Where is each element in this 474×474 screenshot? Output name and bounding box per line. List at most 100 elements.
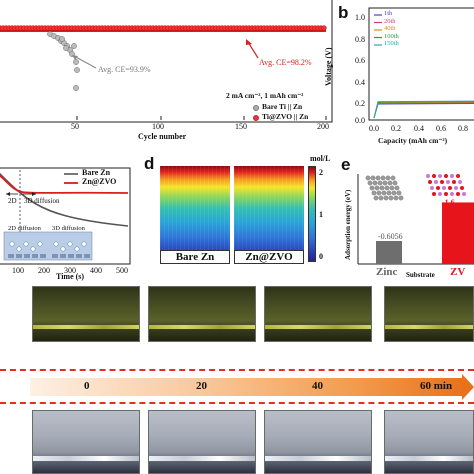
panel-c-xtick-400: 400 [90, 266, 102, 275]
zinc-atom [379, 185, 385, 191]
bare-zn-curve [0, 172, 129, 227]
zvo-atom [450, 174, 454, 178]
photo-bare-60 [384, 286, 474, 342]
timeline-label-0: 0 [84, 380, 90, 392]
panel-c: Bare Zn Zn@ZVO 2D 3D diffusion 2D diffus… [0, 152, 150, 281]
zvo-atom [454, 186, 458, 190]
bare-ce-arrow [73, 55, 97, 69]
photo-bare-40 [264, 286, 372, 342]
zvo-ce-points [0, 25, 327, 31]
dashed-divider-bottom [0, 402, 474, 404]
zvo-atom [430, 186, 434, 190]
panel-c-xlabel: Time (s) [56, 272, 85, 281]
panel-b-letter: b [338, 3, 349, 22]
zvo-atom [432, 192, 436, 196]
legend-zvo-label-c: Zn@ZVO [82, 177, 117, 186]
ion-dot [53, 241, 59, 247]
zvo-atom [444, 192, 448, 196]
panel-b-ytick-2: 0.8 [355, 35, 365, 44]
legend-label: 1th [384, 10, 393, 17]
bar-zvo [442, 202, 474, 264]
panel-a-xtick-50: 50 [71, 122, 79, 131]
ion-dot [9, 241, 15, 247]
heatmap-bare-zn [160, 166, 230, 262]
photo-bare-20 [148, 286, 256, 342]
timeline-label-60: 60 min [420, 380, 453, 392]
panel-a-xtick-150: 150 [235, 122, 247, 131]
panel-c-plot [0, 167, 131, 265]
panel-b-xtick-3: 0.4 [414, 124, 424, 133]
zinc-atom [393, 195, 399, 201]
surface-atom [40, 254, 46, 258]
bar-zinc-value: -0.6056 [378, 232, 403, 241]
surface-atom [60, 254, 66, 258]
ion-dot [23, 241, 29, 247]
bare-ce-point [59, 36, 65, 42]
panel-b-xtick-4: 0.6 [436, 124, 446, 133]
panel-b-xtick-2: 0.2 [391, 124, 401, 133]
zinc-atom [383, 195, 389, 201]
zvo-ce-arrow [247, 41, 259, 59]
panel-b-ytick-5: 0.2 [355, 99, 365, 108]
zvo-atom [448, 186, 452, 190]
legend-zvo-label: Ti@ZVO || Zn [262, 112, 309, 121]
panel-a-condition: 2 mA cm⁻², 1 mAh cm⁻² [226, 91, 304, 100]
zinc-atom [386, 190, 392, 196]
surface-atom [8, 254, 14, 258]
panel-d-letter: d [144, 154, 155, 173]
panel-c-xtick-200: 200 [38, 266, 50, 275]
zvo-atom [458, 180, 462, 184]
zinc-atom [387, 180, 393, 186]
ion-dot [60, 246, 66, 252]
timeline-label-20: 20 [196, 380, 207, 392]
surface-atom [84, 254, 90, 258]
panel-b: b Voltage (V) 1th 20th 40th 100th 150th 1.0 … [324, 0, 474, 150]
panel-b-ylabel: Voltage (V) [324, 47, 333, 86]
panel-b-ytick-4: 0.4 [355, 78, 365, 87]
timeline-label-40: 40 [312, 380, 323, 392]
legend-bare-zn-label: Bare Zn [82, 168, 111, 177]
panel-b-legend-lines [374, 14, 382, 46]
zvo-atom [438, 174, 442, 178]
voltage-curves [373, 100, 474, 119]
legend-zvo-marker [253, 115, 259, 121]
colorbar-unit: mol/L [310, 154, 331, 163]
surface-atom [16, 254, 22, 258]
bare-ce-point [71, 43, 77, 49]
heatmap-zvo [234, 166, 304, 262]
zinc-atom [380, 175, 386, 181]
zvo-atom [444, 174, 448, 178]
ion-dot [37, 241, 43, 247]
panel-a: Avg. CE=93.9% Avg. CE=98.2% 2 mA cm⁻², 1… [0, 0, 336, 141]
panel-b-xtick-5: 0.8 [458, 124, 468, 133]
legend-label: 40th [384, 25, 396, 32]
zinc-atom [377, 180, 383, 186]
zinc-atom [392, 180, 398, 186]
panel-a-xtick-200: 200 [317, 122, 329, 131]
zvo-atom [446, 180, 450, 184]
zinc-atom [385, 175, 391, 181]
panel-c-xtick-300: 300 [64, 266, 76, 275]
zinc-atom [370, 175, 376, 181]
zvo-atom [456, 174, 460, 178]
inset-3d-label: 3D diffusion [52, 225, 85, 232]
bar-zvo-label: ZV [450, 266, 466, 278]
heatmap-label-bare-zn: Bare Zn [160, 250, 230, 264]
surface-atom [52, 254, 58, 258]
zvo-atom [426, 174, 430, 178]
zinc-atom [390, 175, 396, 181]
voltage-curve [373, 102, 474, 119]
zinc-atom [388, 195, 394, 201]
zvo-atom [456, 192, 460, 196]
legend-label: 100th [384, 32, 399, 40]
zinc-atom [373, 195, 379, 201]
zinc-atom [394, 185, 400, 191]
annotation-3d: 3D diffusion [24, 197, 60, 205]
panel-d: d mol/L 2 1 0 Bare Zn Zn@ZVO [144, 150, 340, 274]
surface-atom [24, 254, 30, 258]
panel-b-ytick-3: 0.6 [355, 56, 365, 65]
ion-dot [16, 246, 22, 252]
annotation-2d: 2D [8, 197, 17, 205]
panel-b-ytick-6: 0.0 [355, 116, 365, 125]
zvo-atom [428, 180, 432, 184]
